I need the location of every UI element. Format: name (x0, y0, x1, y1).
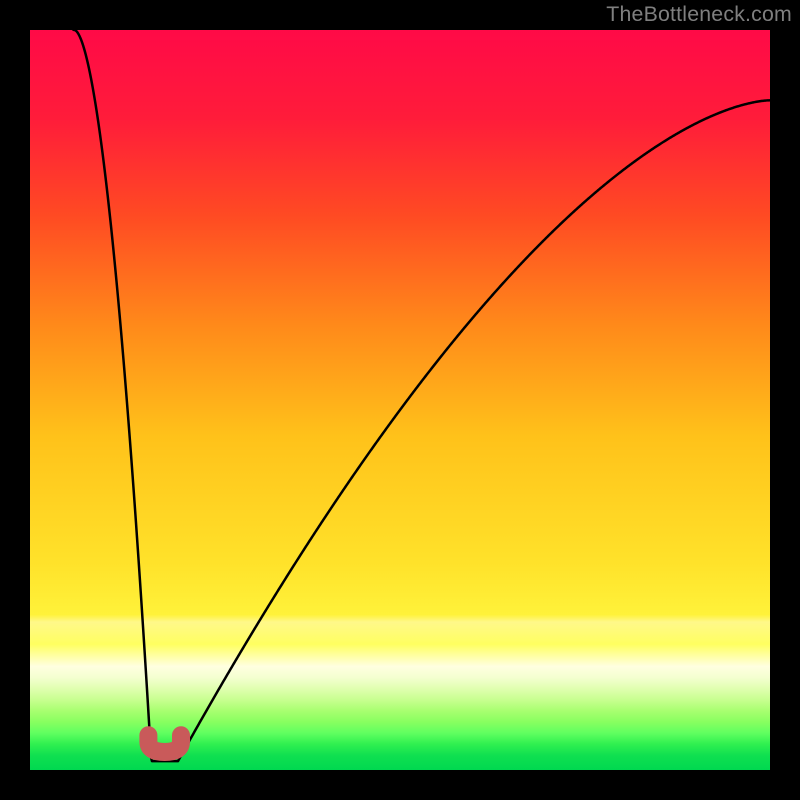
bottleneck-chart (30, 30, 770, 770)
chart-frame: TheBottleneck.com (0, 0, 800, 800)
gradient-background (30, 30, 770, 770)
watermark-text: TheBottleneck.com (606, 2, 792, 27)
